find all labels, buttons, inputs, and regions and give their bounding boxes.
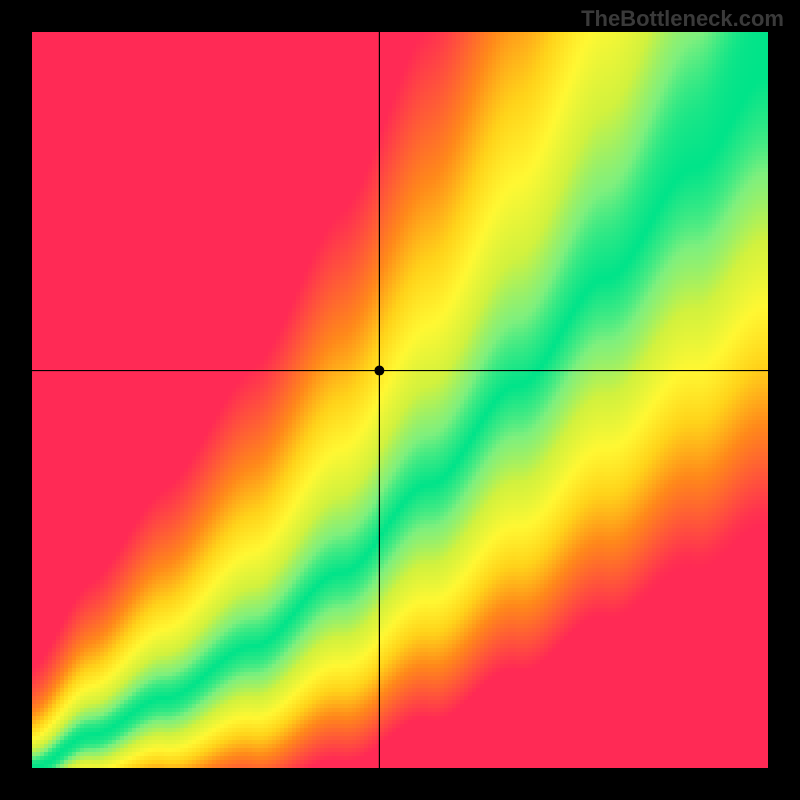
chart-container: TheBottleneck.com [0, 0, 800, 800]
watermark-text: TheBottleneck.com [581, 6, 784, 32]
bottleneck-heatmap [32, 32, 768, 768]
